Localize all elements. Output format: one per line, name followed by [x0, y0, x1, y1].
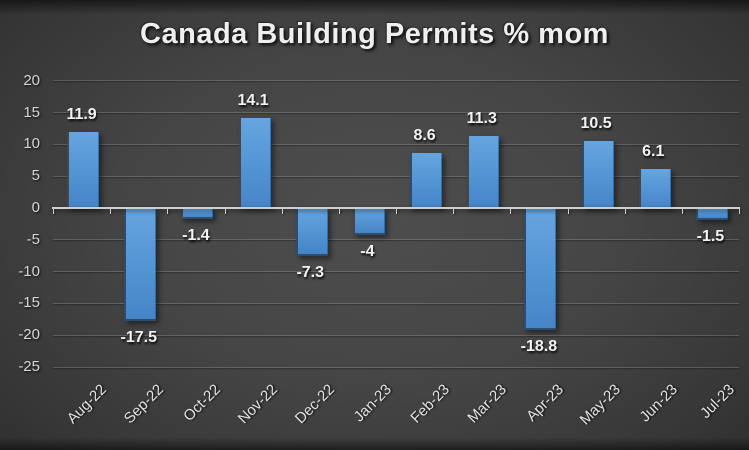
gridline: [53, 239, 739, 241]
gridline: [53, 271, 739, 273]
y-axis-tick-label: 15: [23, 103, 40, 121]
bar-value-label: 14.1: [237, 92, 269, 110]
axis-tick-mark: [110, 209, 112, 214]
y-axis-tick-label: 20: [23, 71, 40, 89]
bar: [581, 141, 614, 208]
bar-value-label: 11.3: [466, 110, 497, 128]
y-axis-tick-label: -5: [26, 230, 40, 248]
bar: [124, 208, 157, 322]
gridline: [53, 302, 739, 304]
bar: [410, 153, 443, 208]
bar: [467, 136, 500, 208]
gridline: [53, 334, 739, 336]
axis-tick-mark: [224, 209, 226, 214]
axis-tick-mark: [281, 209, 283, 214]
bar: [67, 132, 100, 208]
y-axis-tick-label: 0: [31, 199, 40, 216]
y-axis-tick-label: -15: [18, 294, 40, 312]
bar: [695, 208, 728, 220]
gridline: [53, 80, 739, 82]
bar-value-label: -17.5: [120, 329, 157, 347]
y-axis-tick-label: 5: [31, 167, 40, 185]
gridline: [53, 112, 739, 114]
y-axis-tick-label: -25: [18, 358, 40, 375]
axis-tick-mark: [624, 209, 626, 214]
gridline: [53, 366, 739, 368]
axis-tick-mark: [167, 209, 169, 214]
axis-tick-mark: [53, 209, 54, 214]
bar-value-label: -4: [360, 243, 375, 261]
gridline: [53, 143, 739, 145]
bar-value-label: 6.1: [642, 143, 665, 161]
axis-tick-mark: [396, 209, 397, 214]
axis-tick-mark: [567, 209, 569, 214]
axis-tick-mark: [681, 209, 683, 214]
bar-value-label: -1.4: [182, 226, 210, 244]
y-axis-tick-label: -20: [18, 326, 40, 344]
axis-tick-mark: [739, 209, 740, 214]
axis-tick-mark: [338, 209, 340, 214]
bar: [524, 208, 557, 330]
chart-title: Canada Building Permits % mom: [140, 18, 609, 50]
gridline: [53, 175, 739, 177]
bar-value-label: -1.5: [696, 227, 725, 245]
bar-value-label: 11.9: [66, 106, 97, 124]
x-axis-line: [52, 207, 740, 209]
bar-value-label: 8.6: [413, 127, 436, 145]
bar: [238, 118, 271, 208]
y-axis-tick-label: 10: [23, 135, 40, 153]
y-axis-tick-label: -10: [18, 262, 40, 280]
axis-tick-mark: [453, 209, 455, 214]
axis-tick-mark: [510, 209, 512, 214]
bar-value-label: 10.5: [580, 115, 612, 133]
bar: [638, 169, 671, 208]
bar: [352, 208, 385, 236]
bar: [295, 208, 328, 257]
bar-value-label: -7.3: [296, 264, 325, 282]
bar-value-label: -18.8: [520, 337, 558, 355]
bar: [181, 208, 214, 219]
